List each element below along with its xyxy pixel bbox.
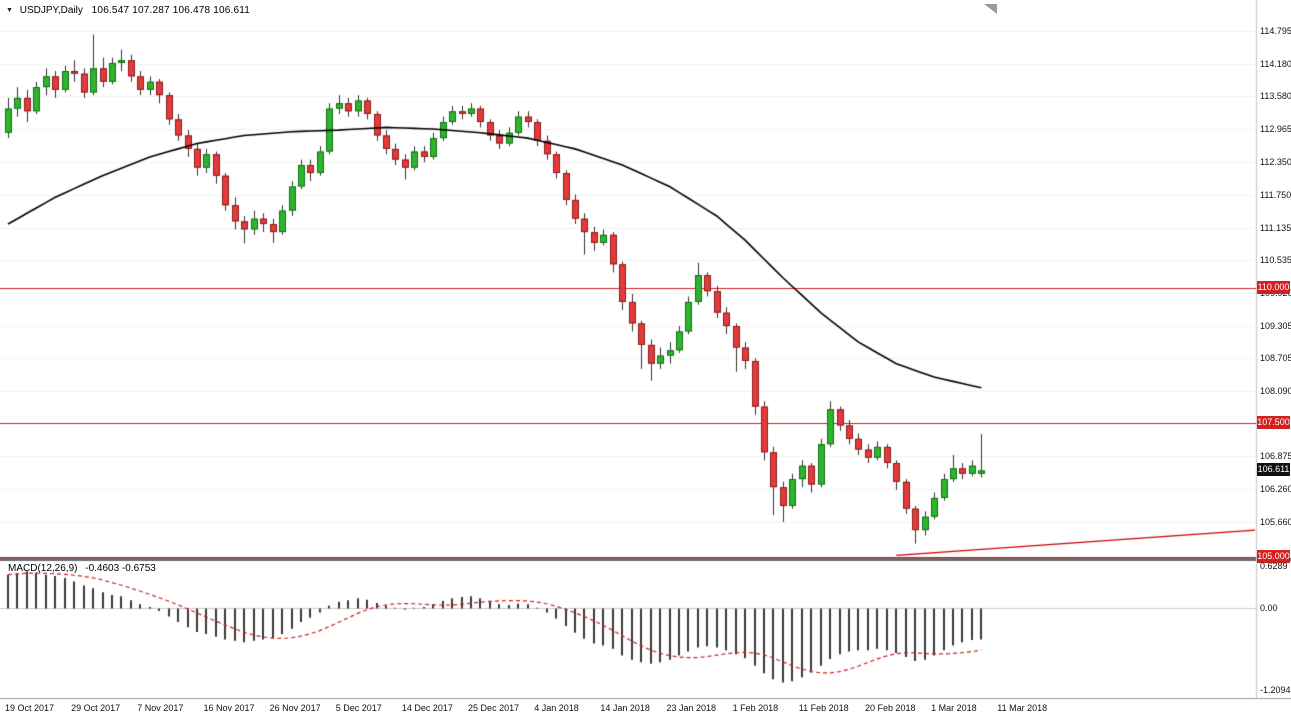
- symbol-dropdown-icon[interactable]: ▼: [6, 7, 13, 14]
- symbol-info-bar: ▼ USDJPY,Daily 106.547 107.287 106.478 1…: [6, 5, 250, 16]
- symbol-ohlc-values: 106.547 107.287 106.478 106.611: [91, 5, 251, 16]
- macd-indicator-name: MACD(12,26,9): [8, 563, 78, 574]
- macd-indicator-label: MACD(12,26,9) -0.4603 -0.6753: [8, 563, 156, 574]
- chart-shift-marker-icon[interactable]: [984, 4, 997, 14]
- macd-indicator-values: -0.4603 -0.6753: [85, 563, 156, 574]
- symbol-title: USDJPY,Daily: [19, 5, 83, 16]
